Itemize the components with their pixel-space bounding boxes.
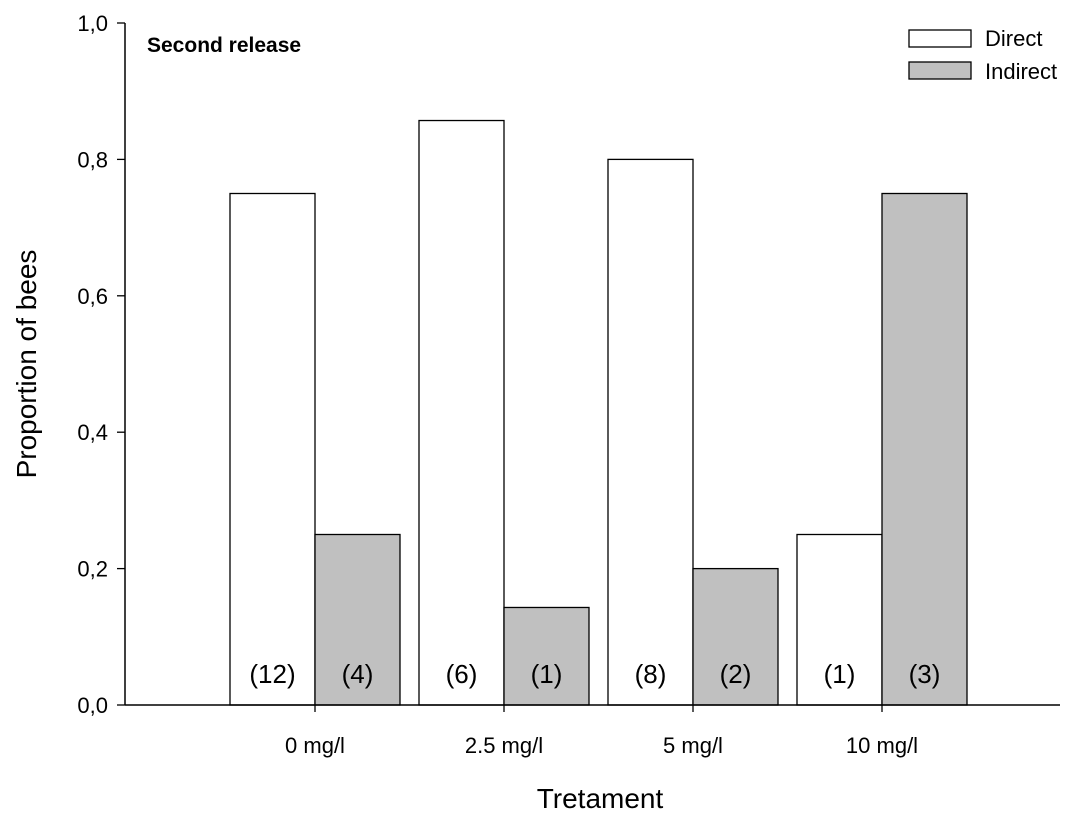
count-label-indirect-0: (4) (342, 659, 374, 689)
y-tick-label: 0,6 (77, 284, 108, 309)
count-label-direct-3: (1) (824, 659, 856, 689)
count-label-direct-2: (8) (635, 659, 667, 689)
count-label-indirect-2: (2) (720, 659, 752, 689)
legend-label-direct: Direct (985, 26, 1042, 51)
legend-swatch-direct (909, 30, 971, 47)
chart-title: Second release (147, 34, 301, 57)
bar-direct-2 (608, 159, 693, 705)
legend-label-indirect: Indirect (985, 59, 1057, 84)
y-ticks-layer: 0,0 0,2 0,4 0,6 0,8 1,0 (77, 11, 125, 718)
count-label-indirect-1: (1) (531, 659, 563, 689)
legend-swatch-indirect (909, 62, 971, 79)
x-tick-label: 2.5 mg/l (465, 733, 543, 758)
bar-indirect-1 (504, 607, 589, 705)
y-axis-title: Proportion of bees (11, 250, 42, 479)
count-label-direct-1: (6) (446, 659, 478, 689)
bar-indirect-3 (882, 194, 967, 706)
x-tick-label: 10 mg/l (846, 733, 918, 758)
x-tick-label: 0 mg/l (285, 733, 345, 758)
x-ticks-layer: 0 mg/l 2.5 mg/l 5 mg/l 10 mg/l (285, 705, 918, 758)
count-label-direct-0: (12) (249, 659, 295, 689)
x-tick-label: 5 mg/l (663, 733, 723, 758)
legend: Direct Indirect (909, 26, 1057, 84)
y-tick-label: 0,0 (77, 693, 108, 718)
count-labels-layer: (12) (4) (6) (1) (8) (2) (1) (3) (249, 659, 940, 689)
y-tick-label: 0,8 (77, 147, 108, 172)
y-tick-label: 1,0 (77, 11, 108, 36)
y-tick-label: 0,2 (77, 557, 108, 582)
x-axis-title: Tretament (537, 783, 664, 814)
bar-direct-0 (230, 194, 315, 706)
count-label-indirect-3: (3) (909, 659, 941, 689)
y-tick-label: 0,4 (77, 420, 108, 445)
bars-layer (230, 121, 967, 705)
bar-direct-1 (419, 121, 504, 705)
